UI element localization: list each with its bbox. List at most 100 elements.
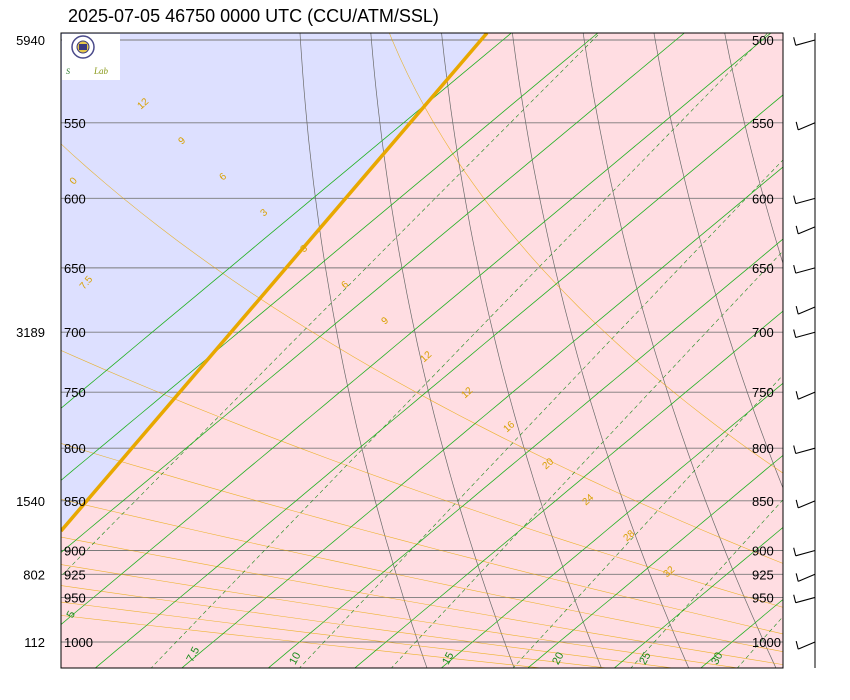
moist-adiabat: [389, 33, 783, 474]
dry-adiabat: [724, 33, 783, 265]
wind-barb-flag: [793, 445, 797, 454]
isobar-lines: [61, 39, 783, 643]
chart-title: 2025-07-05 46750 0000 UTC (CCU/ATM/SSL): [68, 6, 439, 26]
dry-adiabat-lines: [299, 5, 850, 685]
moist-adiabat: [61, 536, 783, 665]
plot-frame: [60, 32, 784, 669]
pressure-label-left-850: 850: [64, 494, 86, 509]
isotherm-label: 10: [287, 650, 303, 666]
height-label-500: 5940: [16, 33, 45, 48]
mixing-ratio-line: [150, 33, 769, 668]
moist-adiabat: [61, 585, 675, 668]
mixing-ratio-label: 3: [299, 243, 311, 255]
wind-barb-flag: [793, 547, 797, 556]
wind-barb-flag: [795, 640, 799, 650]
dry-adiabat: [582, 33, 777, 668]
pressure-label-right-550: 550: [752, 116, 774, 131]
dry-adiabat: [653, 33, 783, 490]
wind-barb-flag: [793, 37, 797, 46]
dry-adiabat: [370, 33, 515, 668]
mixing-ratio-line: [801, 5, 850, 685]
wind-barb-flag: [793, 329, 797, 338]
moist-adiabat: [61, 498, 783, 653]
pressure-label-right-500: 500: [752, 33, 774, 48]
pressure-label-left-1000: 1000: [64, 635, 93, 650]
isotherm: [354, 310, 783, 668]
isotherm: [267, 238, 783, 668]
pressure-label-right-600: 600: [752, 191, 774, 206]
isotherm-label: 15: [440, 650, 456, 666]
mixing-ratio-label: 6: [218, 171, 230, 183]
mixing-ratio-label: 3: [259, 207, 271, 219]
isotherm: [700, 599, 783, 668]
mixing-ratio-label: 9: [380, 315, 392, 327]
dry-adiabat-label: 0: [57, 23, 69, 35]
dewpoint-line: [801, 40, 850, 642]
dry-adiabat-label: 0: [68, 175, 80, 187]
isotherm: [613, 526, 783, 668]
isotherm-label: 25: [637, 650, 653, 666]
isotherm-label: 30: [709, 650, 725, 666]
freezing-boundary-line: [61, 33, 489, 533]
wind-barb: [795, 447, 816, 455]
wind-barb: [795, 549, 816, 557]
wind-barb-flag: [793, 264, 797, 274]
wind-barb: [797, 500, 816, 509]
isotherm: [61, 33, 512, 409]
wind-barb-flag: [795, 391, 799, 400]
isotherm: [440, 382, 783, 668]
wind-barb: [795, 331, 816, 339]
wind-barb-flag: [795, 121, 799, 131]
mixing-ratio-line: [61, 33, 601, 577]
isotherm-lines: [61, 33, 783, 668]
isotherm-label: 20: [550, 650, 566, 666]
isotherm: [527, 454, 783, 668]
dry-adiabat: [789, 5, 850, 685]
logo-lab-text: Lab: [93, 66, 109, 76]
pressure-label-right-800: 800: [752, 441, 774, 456]
pressure-label-left-600: 600: [64, 191, 86, 206]
wind-barb: [797, 391, 816, 400]
plot-area: 57.5 10 15 20 25 301296336912121620242832007.…: [57, 5, 850, 685]
isotherm: [181, 166, 783, 668]
pressure-label-left-925: 925: [64, 567, 86, 582]
moist-adiabat: [821, 5, 850, 685]
pressure-label-right-850: 850: [752, 494, 774, 509]
mixing-ratio-line: [299, 159, 783, 668]
moist-adiabat: [61, 564, 741, 668]
wind-barb-flag: [795, 305, 799, 315]
pressure-label-right-700: 700: [752, 325, 774, 340]
pressure-label-right-900: 900: [752, 543, 774, 558]
pressure-label-left-800: 800: [64, 441, 86, 456]
height-label-850: 1540: [16, 494, 45, 509]
wind-barb: [795, 596, 816, 604]
wind-barb: [795, 197, 816, 205]
dry-adiabat: [441, 33, 602, 668]
wind-barb: [797, 306, 816, 315]
isotherm: [94, 94, 783, 668]
moist-adiabat: [61, 443, 783, 635]
pressure-label-right-950: 950: [752, 590, 774, 605]
dry-adiabat: [512, 33, 690, 668]
height-label-1000: 112: [24, 635, 45, 650]
mixing-ratio-line: [391, 250, 783, 668]
height-labels: 112 802 1540 3189 5940: [16, 33, 45, 650]
isotherm: [61, 33, 599, 481]
pressure-label-left-900: 900: [64, 543, 86, 558]
grid-labels: 57.5 10 15 20 25 301296336912121620242832007.…: [57, 23, 726, 667]
pressure-label-left-700: 700: [64, 325, 86, 340]
wind-barb-flag: [793, 195, 797, 204]
wind-barb-flag: [793, 594, 797, 603]
pressure-label-left-650: 650: [64, 261, 86, 276]
isotherm: [61, 33, 772, 626]
moist-adiabat: [61, 143, 783, 564]
wind-barb: [797, 122, 816, 131]
height-label-925: 802: [23, 567, 45, 582]
wind-barb: [795, 267, 816, 274]
pressure-label-right-650: 650: [752, 261, 774, 276]
pressure-label-right-750: 750: [752, 385, 774, 400]
wind-barb: [797, 641, 816, 650]
wind-barbs: [793, 37, 816, 650]
